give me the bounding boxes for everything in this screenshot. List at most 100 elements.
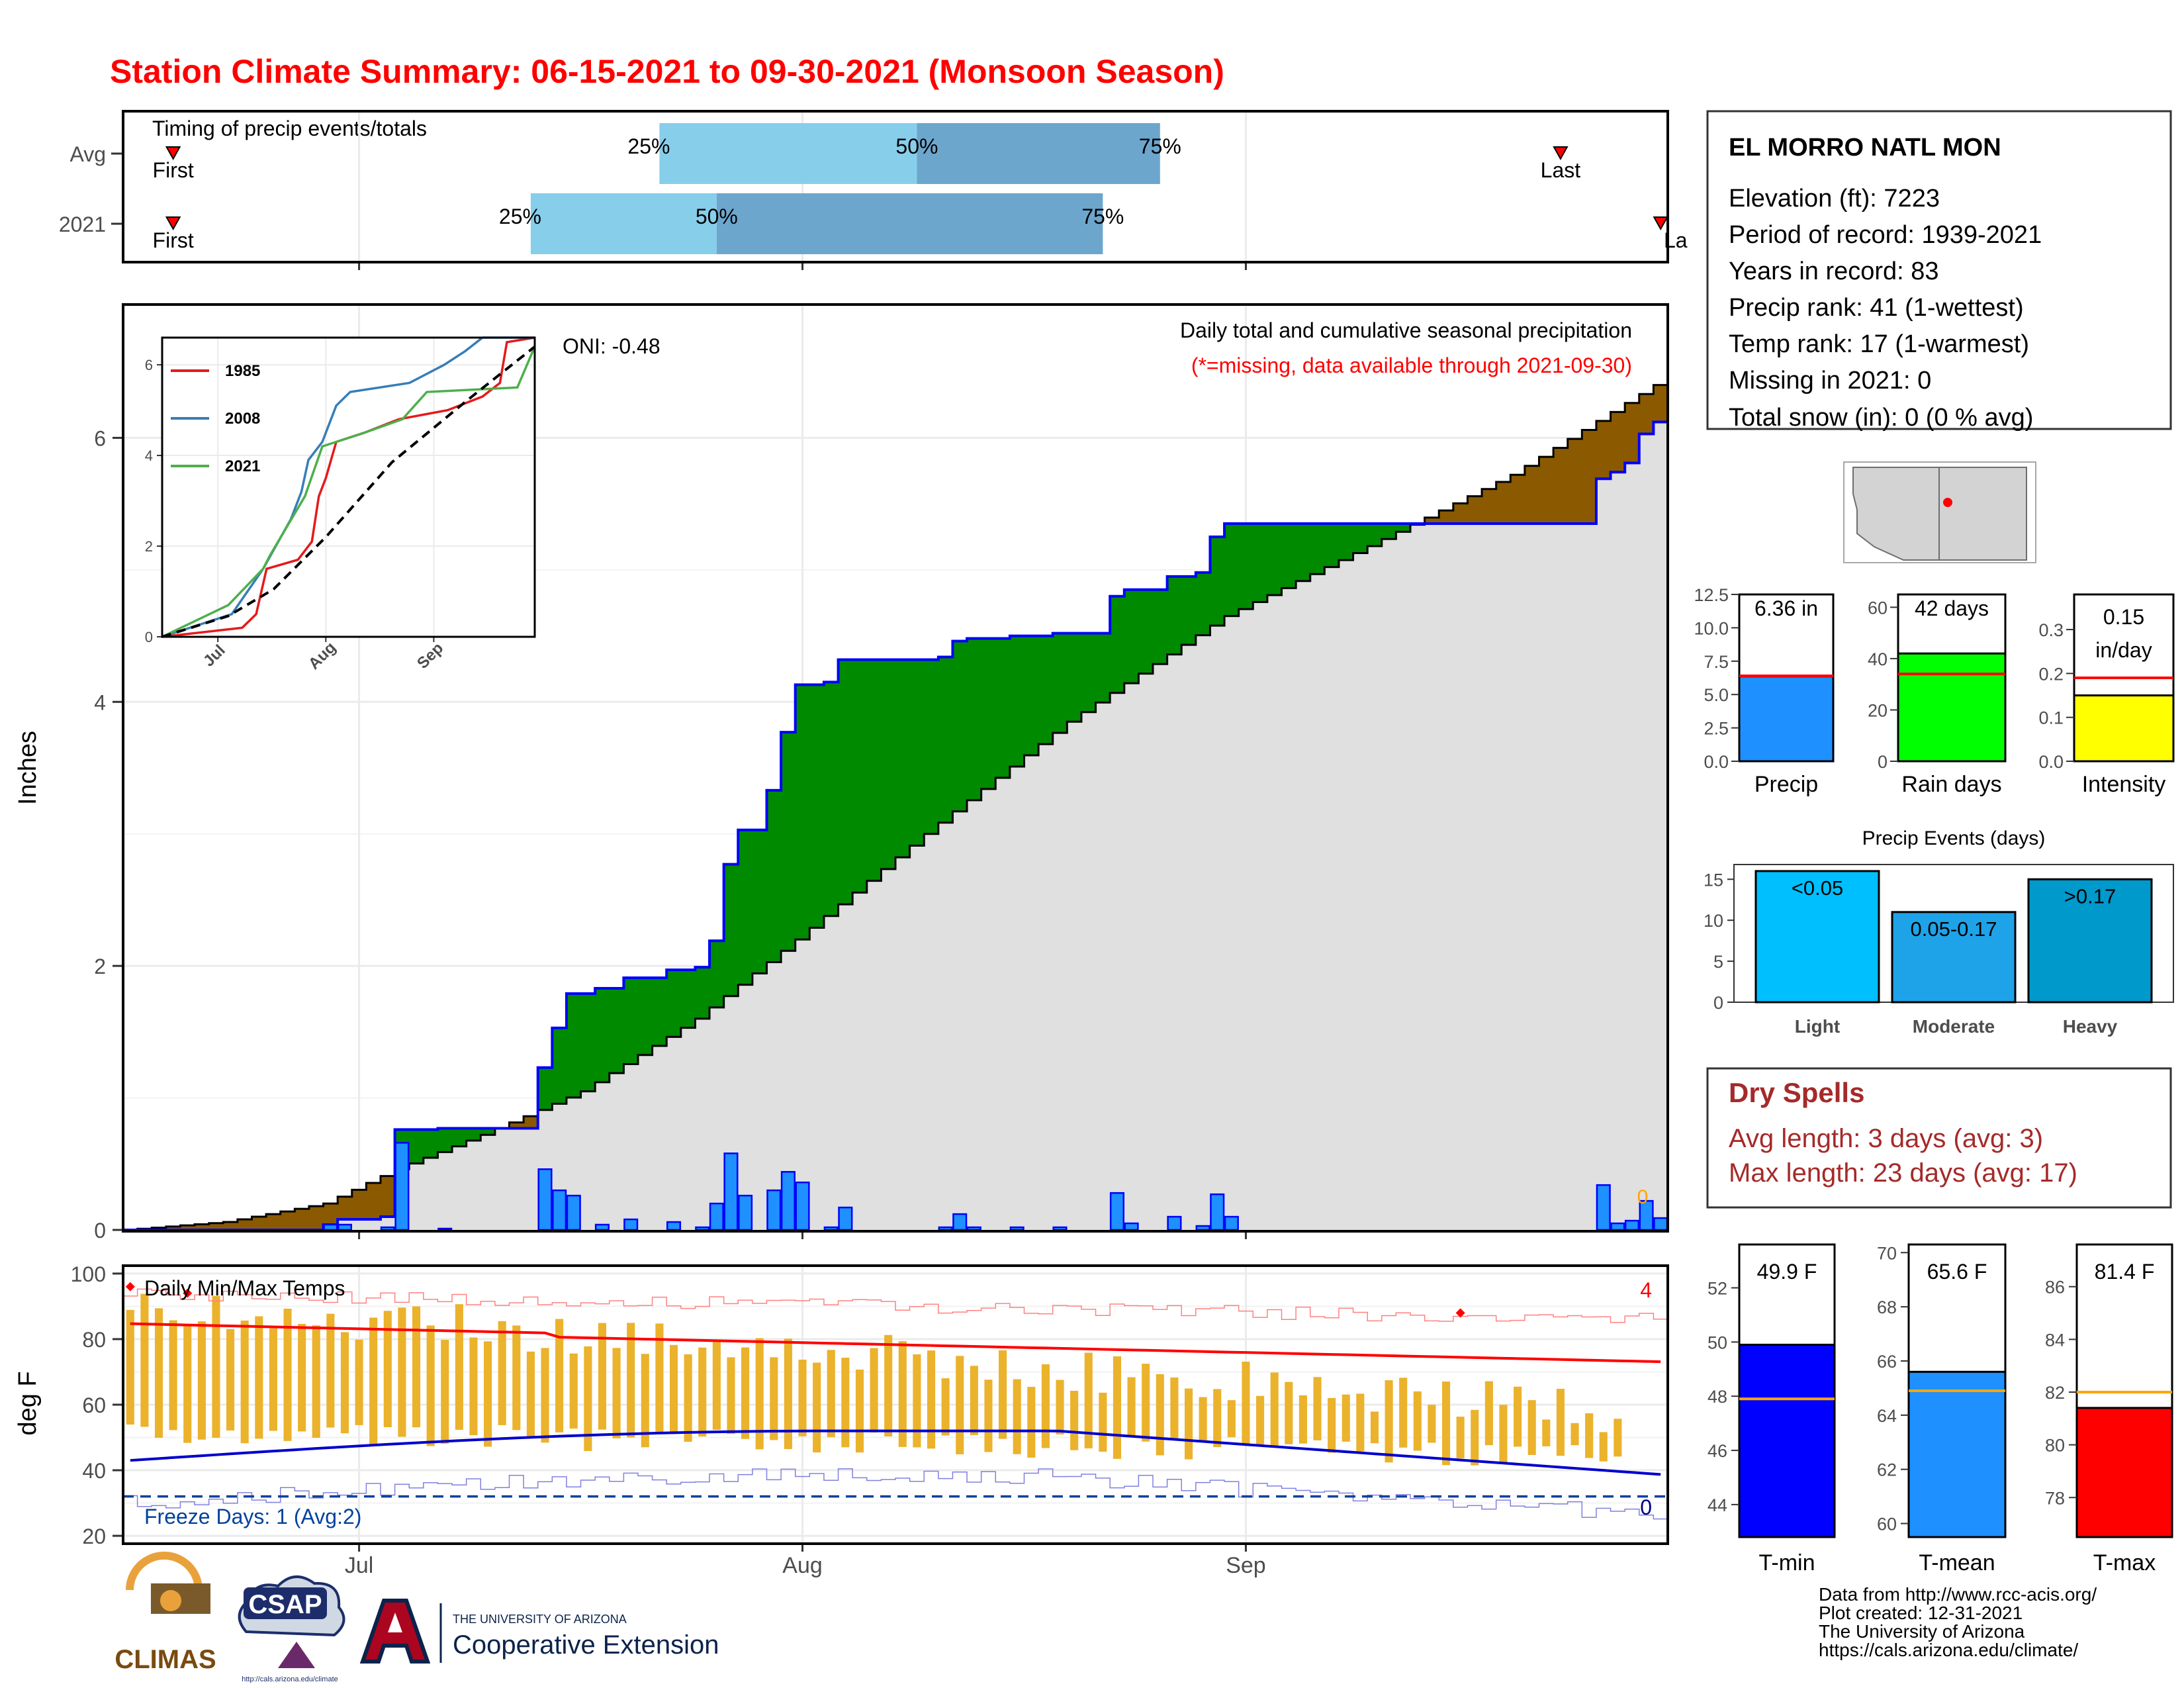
summary-value-label: 42 days [1915,596,1989,620]
temp-summary-y-tick-label: 68 [1877,1297,1897,1317]
record-high-line [123,1288,1668,1323]
wet-surplus-area [752,829,768,974]
summary-y-tick-label: 2.5 [1704,719,1729,739]
tmax-panel: 78 80 82 84 86 81.4 F T-max [2045,1243,2173,1575]
temp-summary-category-label: T-min [1759,1550,1815,1575]
daily-temp-range-bar [154,1308,163,1438]
record-low-count: 0 [1640,1495,1652,1519]
daily-temp-range-bar [1441,1382,1451,1466]
timing-last-label: Last [1541,158,1581,182]
daily-temp-range-bar [183,1324,192,1443]
temp-summary-value-label: 65.6 F [1927,1260,1987,1284]
daily-temp-range-bar [1484,1381,1493,1446]
dry-deficit-area [308,1206,324,1230]
daily-precip-bar [738,1194,753,1231]
timing-first-label: First [153,228,194,252]
wet-surplus-area [566,994,582,1098]
events-category-label: Heavy [2063,1016,2118,1037]
timing-bar-50-75 [716,193,1103,254]
temp-summary-y-tick-label: 84 [2045,1330,2065,1350]
daily-temp-range-bar [541,1348,549,1443]
events-panel: Precip Events (days) 0 5 10 15 <0.05 Light 0.0… [1704,827,2174,1037]
wet-surplus-area [1238,524,1253,610]
daily-temp-range-bar [212,1295,220,1438]
wet-surplus-area [680,970,696,1028]
station-name: EL MORRO NATL MON [1729,134,2001,162]
daily-precip-bar [594,1223,610,1231]
daily-temp-range-bar [369,1317,378,1445]
daily-temp-range-bar [412,1306,421,1428]
dry-deficit-area [1439,510,1454,524]
events-bar-moderate [1891,911,2017,1004]
daily-precip-bar [966,1226,981,1231]
dry-deficit-area [323,1203,338,1225]
summary-bar-rain-days [1897,652,2007,763]
daily-temp-range-bar [913,1354,921,1448]
daily-precip-bar [337,1223,353,1231]
daily-temp-range-bar [283,1308,292,1441]
summary-y-tick-label: 12.5 [1694,585,1729,605]
record-high-marker [125,1282,135,1291]
timing-bar-50-75 [917,123,1160,184]
inset-line-2021 [161,346,536,638]
wet-surplus-area [1024,635,1039,756]
dry-deficit-area [1467,496,1482,524]
temp-summary-bar-t-max [2075,1407,2173,1538]
daily-temp-range-bar [627,1323,635,1438]
daily-temp-range-bar [355,1339,363,1425]
average-max-temp-line [130,1322,1661,1364]
wet-surplus-area [823,682,839,916]
precip-y-tick-label: 2 [94,955,106,978]
wet-surplus-area [981,638,996,789]
events-bar-heavy [2027,878,2153,1004]
temp-summary-y-tick-label: 86 [2045,1278,2065,1297]
credits: Data from http://www.rcc-acis.org/ Plot … [1819,1584,2097,1660]
average-cumulative-area [123,385,1668,1230]
dry-spells-box: Dry Spells Avg length: 3 days (avg: 3) M… [1706,1067,2172,1209]
dry-deficit-area [195,1224,210,1230]
wet-surplus-area [480,1128,496,1135]
precip-border [122,303,1669,1233]
daily-temp-range-bar [1041,1364,1050,1448]
daily-temp-range-bar [655,1323,664,1434]
timing-q75-label: 75% [1139,134,1181,158]
dry-deficit-area [1453,503,1469,524]
daily-temp-range-bar [255,1316,263,1439]
daily-precip-bar [780,1171,796,1231]
dry-deficit-area [1567,439,1582,524]
events-y-tick-label: 5 [1713,952,1723,972]
credit-data-source: Data from http://www.rcc-acis.org/ [1819,1584,2097,1605]
temp-summary-y-tick-label: 64 [1877,1406,1897,1426]
intensity-panel: 0.0 0.1 0.2 0.3 0.15 in/day Intensity [2038,593,2175,797]
daily-temp-range-bar [956,1356,964,1454]
summary-y-tick-label: 60 [1868,598,1888,618]
dry-spells-max: Max length: 23 days (avg: 17) [1729,1158,2077,1188]
wet-surplus-area [409,1129,424,1164]
wet-surplus-area [666,970,682,1037]
wet-surplus-area [552,1027,567,1104]
wet-surplus-area [795,684,810,940]
timing-last-marker [1553,146,1569,161]
daily-temp-range-bar [169,1320,177,1430]
daily-precip-bar [795,1181,810,1231]
temp-summary-y-tick-label: 66 [1877,1352,1897,1372]
record-low-line [123,1468,1668,1520]
daily-precip-bar [1109,1192,1125,1231]
temps-x-tick-label: Jul [345,1553,373,1578]
events-category-label: Moderate [1913,1016,1995,1037]
daily-temp-range-bar [1227,1400,1236,1438]
daily-temp-range-bar [498,1321,506,1425]
ua-cooperative-extension: Cooperative Extension [453,1630,719,1660]
wet-surplus-area [895,659,911,858]
events-bar-label: 0.05-0.17 [1911,917,1997,941]
station-period: Period of record: 1939-2021 [1729,221,2042,249]
precip-title: Daily total and cumulative seasonal prec… [1180,318,1632,342]
daily-temp-range-bar [1256,1395,1265,1446]
dry-deficit-area [1553,447,1569,524]
daily-temp-range-bar [1013,1379,1021,1454]
daily-temp-range-bar [1399,1378,1408,1448]
daily-temp-range-bar [984,1380,993,1452]
precip-total-panel: 0.0 2.5 5.0 7.5 10.0 12.5 6.36 in Precip [1694,585,1835,797]
wet-surplus-area [995,638,1011,778]
wet-surplus-area [638,978,653,1055]
